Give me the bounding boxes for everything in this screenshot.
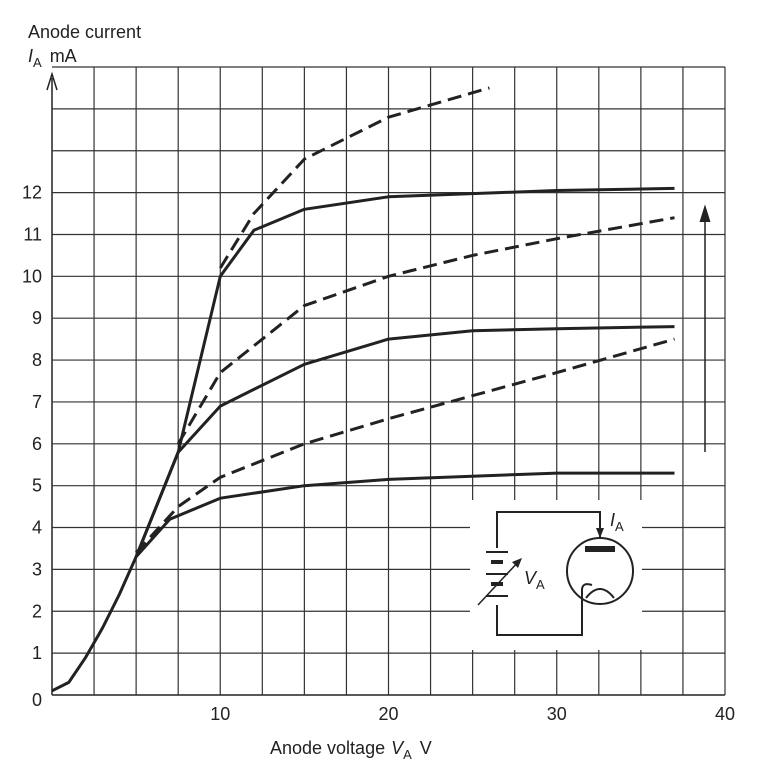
y-axis-label: Anode current bbox=[28, 22, 141, 42]
y-axis-arrow bbox=[46, 71, 58, 91]
curve bbox=[51, 471, 675, 693]
subscript: A bbox=[33, 55, 42, 70]
x-tick-label: 10 bbox=[210, 704, 230, 724]
y-tick-label: 10 bbox=[22, 266, 42, 286]
x-axis-label: Anode voltage VA V bbox=[270, 738, 432, 762]
y-axis-symbol: IA mA bbox=[28, 46, 77, 70]
curve bbox=[176, 216, 675, 445]
y-tick-label: 1 bbox=[32, 643, 42, 663]
y-tick-label: 12 bbox=[22, 183, 42, 203]
y-tick-label: 6 bbox=[32, 434, 42, 454]
x-tick-label: 0 bbox=[32, 690, 42, 710]
y-tick-label: 7 bbox=[32, 392, 42, 412]
unit: mA bbox=[50, 46, 77, 66]
cathode bbox=[585, 588, 615, 599]
curve bbox=[134, 325, 675, 558]
anode bbox=[585, 546, 615, 552]
y-tick-label: 3 bbox=[32, 559, 42, 579]
current-label: IA bbox=[610, 510, 624, 534]
voltage-label: VA bbox=[524, 568, 545, 592]
y-tick-label: 4 bbox=[32, 518, 42, 538]
x-tick-label: 40 bbox=[715, 704, 735, 724]
subscript: A bbox=[536, 577, 545, 592]
y-tick-label: 8 bbox=[32, 350, 42, 370]
x-tick-label: 30 bbox=[547, 704, 567, 724]
curve bbox=[219, 86, 490, 269]
y-tick-label: 9 bbox=[32, 308, 42, 328]
curve bbox=[134, 337, 675, 554]
symbol: V bbox=[524, 568, 538, 588]
symbol: I bbox=[28, 46, 33, 66]
arrow-head bbox=[699, 204, 711, 223]
y-tick-label: 11 bbox=[23, 224, 42, 244]
variable-arrow bbox=[477, 559, 521, 606]
wire bbox=[496, 583, 593, 636]
label-text: Anode voltage bbox=[270, 738, 385, 758]
subscript: A bbox=[403, 747, 412, 762]
circuit-inset: IA VA bbox=[470, 500, 642, 650]
x-tick-label: 20 bbox=[378, 704, 398, 724]
wire bbox=[496, 511, 601, 548]
symbol: V bbox=[391, 738, 405, 758]
curve bbox=[134, 186, 675, 558]
symbol: I bbox=[610, 510, 615, 530]
current-arrow bbox=[596, 528, 604, 538]
y-tick-label: 5 bbox=[32, 476, 42, 496]
y-tick-label: 2 bbox=[32, 601, 42, 621]
subscript: A bbox=[615, 519, 624, 534]
arrow-head bbox=[512, 558, 522, 568]
unit: V bbox=[420, 738, 432, 758]
